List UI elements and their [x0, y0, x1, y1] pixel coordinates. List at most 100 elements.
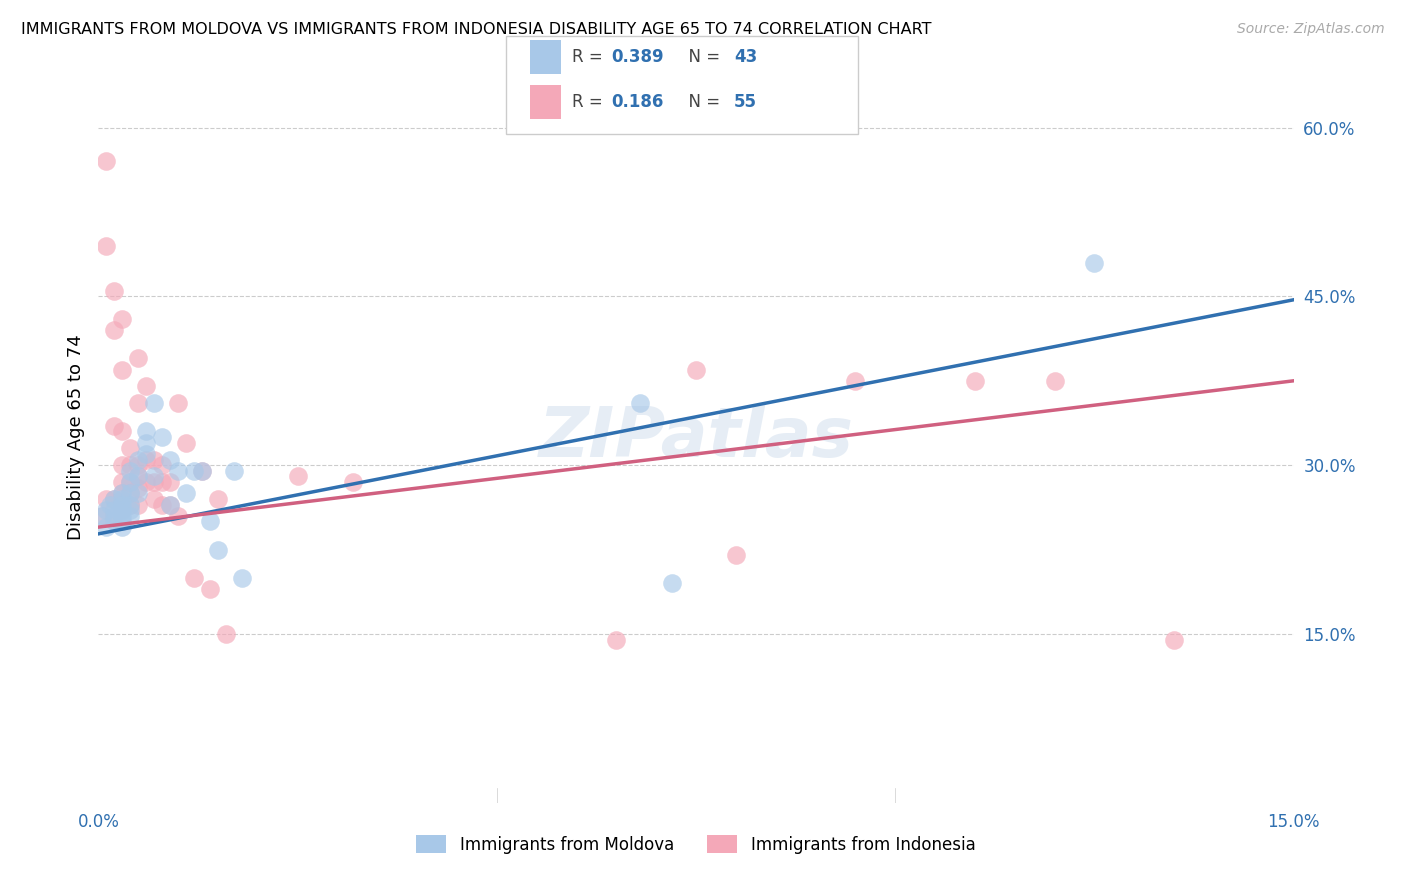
Point: [135, 435, 157, 450]
Text: Source: ZipAtlas.com: Source: ZipAtlas.com: [1237, 22, 1385, 37]
Point: [120, 475, 142, 489]
Point: [191, 464, 214, 478]
Point: [103, 491, 125, 506]
Point: [96, 503, 118, 517]
Point: [143, 469, 166, 483]
Point: [91, 508, 114, 523]
Point: [685, 362, 707, 376]
Text: 0.186: 0.186: [612, 93, 664, 111]
Point: [150, 458, 173, 473]
Point: [159, 452, 181, 467]
Point: [120, 442, 142, 456]
Point: [844, 374, 866, 388]
Text: 55: 55: [734, 93, 756, 111]
Point: [143, 475, 166, 489]
Point: [215, 627, 238, 641]
Point: [342, 475, 364, 489]
Point: [111, 508, 134, 523]
Text: N =: N =: [678, 93, 725, 111]
Point: [120, 464, 142, 478]
Point: [111, 498, 134, 512]
Point: [127, 458, 149, 473]
Point: [1083, 255, 1105, 269]
Point: [198, 515, 221, 529]
Point: [167, 508, 190, 523]
Text: N =: N =: [678, 48, 725, 66]
Point: [135, 447, 157, 461]
Point: [191, 464, 214, 478]
Point: [111, 491, 134, 506]
Point: [167, 396, 190, 410]
Point: [724, 548, 747, 562]
Point: [127, 452, 149, 467]
Point: [120, 503, 142, 517]
Point: [111, 503, 134, 517]
Point: [1163, 632, 1185, 647]
Point: [103, 508, 125, 523]
Point: [111, 475, 134, 489]
Point: [96, 520, 118, 534]
Point: [120, 508, 142, 523]
Point: [159, 498, 181, 512]
Point: [120, 486, 142, 500]
Point: [120, 486, 142, 500]
Point: [183, 464, 205, 478]
Point: [159, 475, 181, 489]
Point: [111, 503, 134, 517]
Text: R =: R =: [572, 93, 609, 111]
Point: [96, 491, 118, 506]
Text: 0.389: 0.389: [612, 48, 664, 66]
Point: [150, 430, 173, 444]
Point: [135, 425, 157, 439]
Point: [135, 475, 157, 489]
Point: [111, 520, 134, 534]
Point: [127, 498, 149, 512]
Point: [127, 469, 149, 483]
Point: [111, 362, 134, 376]
Point: [103, 515, 125, 529]
Point: [198, 582, 221, 596]
Point: [135, 452, 157, 467]
Point: [96, 154, 118, 169]
Point: [174, 486, 197, 500]
Point: [605, 632, 627, 647]
Point: [661, 576, 683, 591]
Point: [135, 379, 157, 393]
Point: [143, 452, 166, 467]
Point: [207, 491, 229, 506]
Text: R =: R =: [572, 48, 609, 66]
Text: ZIPatlas: ZIPatlas: [538, 403, 853, 471]
Point: [111, 312, 134, 326]
Point: [111, 515, 134, 529]
Point: [127, 351, 149, 366]
Point: [103, 284, 125, 298]
Point: [103, 508, 125, 523]
Text: IMMIGRANTS FROM MOLDOVA VS IMMIGRANTS FROM INDONESIA DISABILITY AGE 65 TO 74 COR: IMMIGRANTS FROM MOLDOVA VS IMMIGRANTS FR…: [21, 22, 932, 37]
Point: [103, 503, 125, 517]
Point: [103, 323, 125, 337]
Point: [103, 491, 125, 506]
Point: [127, 469, 149, 483]
Point: [1043, 374, 1066, 388]
Point: [628, 396, 651, 410]
Point: [207, 542, 229, 557]
Point: [231, 571, 253, 585]
Text: 43: 43: [734, 48, 758, 66]
Legend: Immigrants from Moldova, Immigrants from Indonesia: Immigrants from Moldova, Immigrants from…: [409, 829, 983, 860]
Point: [287, 469, 309, 483]
Point: [111, 458, 134, 473]
Point: [98, 498, 122, 512]
Point: [120, 498, 142, 512]
Point: [150, 475, 173, 489]
Point: [111, 425, 134, 439]
Point: [127, 481, 149, 495]
Point: [183, 571, 205, 585]
Point: [174, 435, 197, 450]
Point: [150, 498, 173, 512]
Point: [167, 464, 190, 478]
Point: [143, 491, 166, 506]
Point: [159, 498, 181, 512]
Point: [96, 239, 118, 253]
Point: [143, 396, 166, 410]
Point: [222, 464, 245, 478]
